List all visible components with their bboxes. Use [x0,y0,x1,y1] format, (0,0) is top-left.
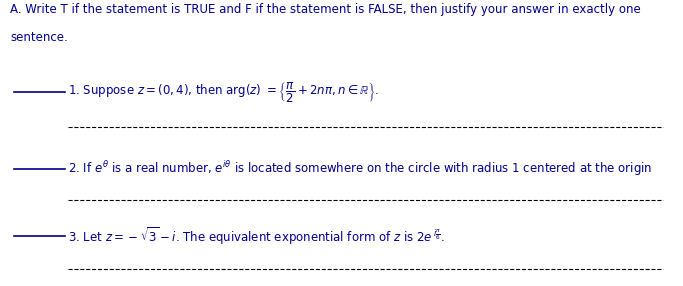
Text: 3. Let $z = -\sqrt{3} - i$. The equivalent exponential form of $z$ is $2e^{\,i\f: 3. Let $z = -\sqrt{3} - i$. The equivale… [68,225,445,247]
Text: 2. If $e^\theta$ is a real number, $e^{i\theta}$ is located somewhere on the cir: 2. If $e^\theta$ is a real number, $e^{i… [68,159,652,178]
Text: A. Write T if the statement is TRUE and F if the statement is FALSE, then justif: A. Write T if the statement is TRUE and … [10,3,641,16]
Text: sentence.: sentence. [10,31,68,44]
Text: 1. Suppose $z = (0, 4)$, then arg$(z)$ $= \left\{\dfrac{\pi}{2} + 2n\pi, n \in \: 1. Suppose $z = (0, 4)$, then arg$(z)$ $… [68,80,380,104]
